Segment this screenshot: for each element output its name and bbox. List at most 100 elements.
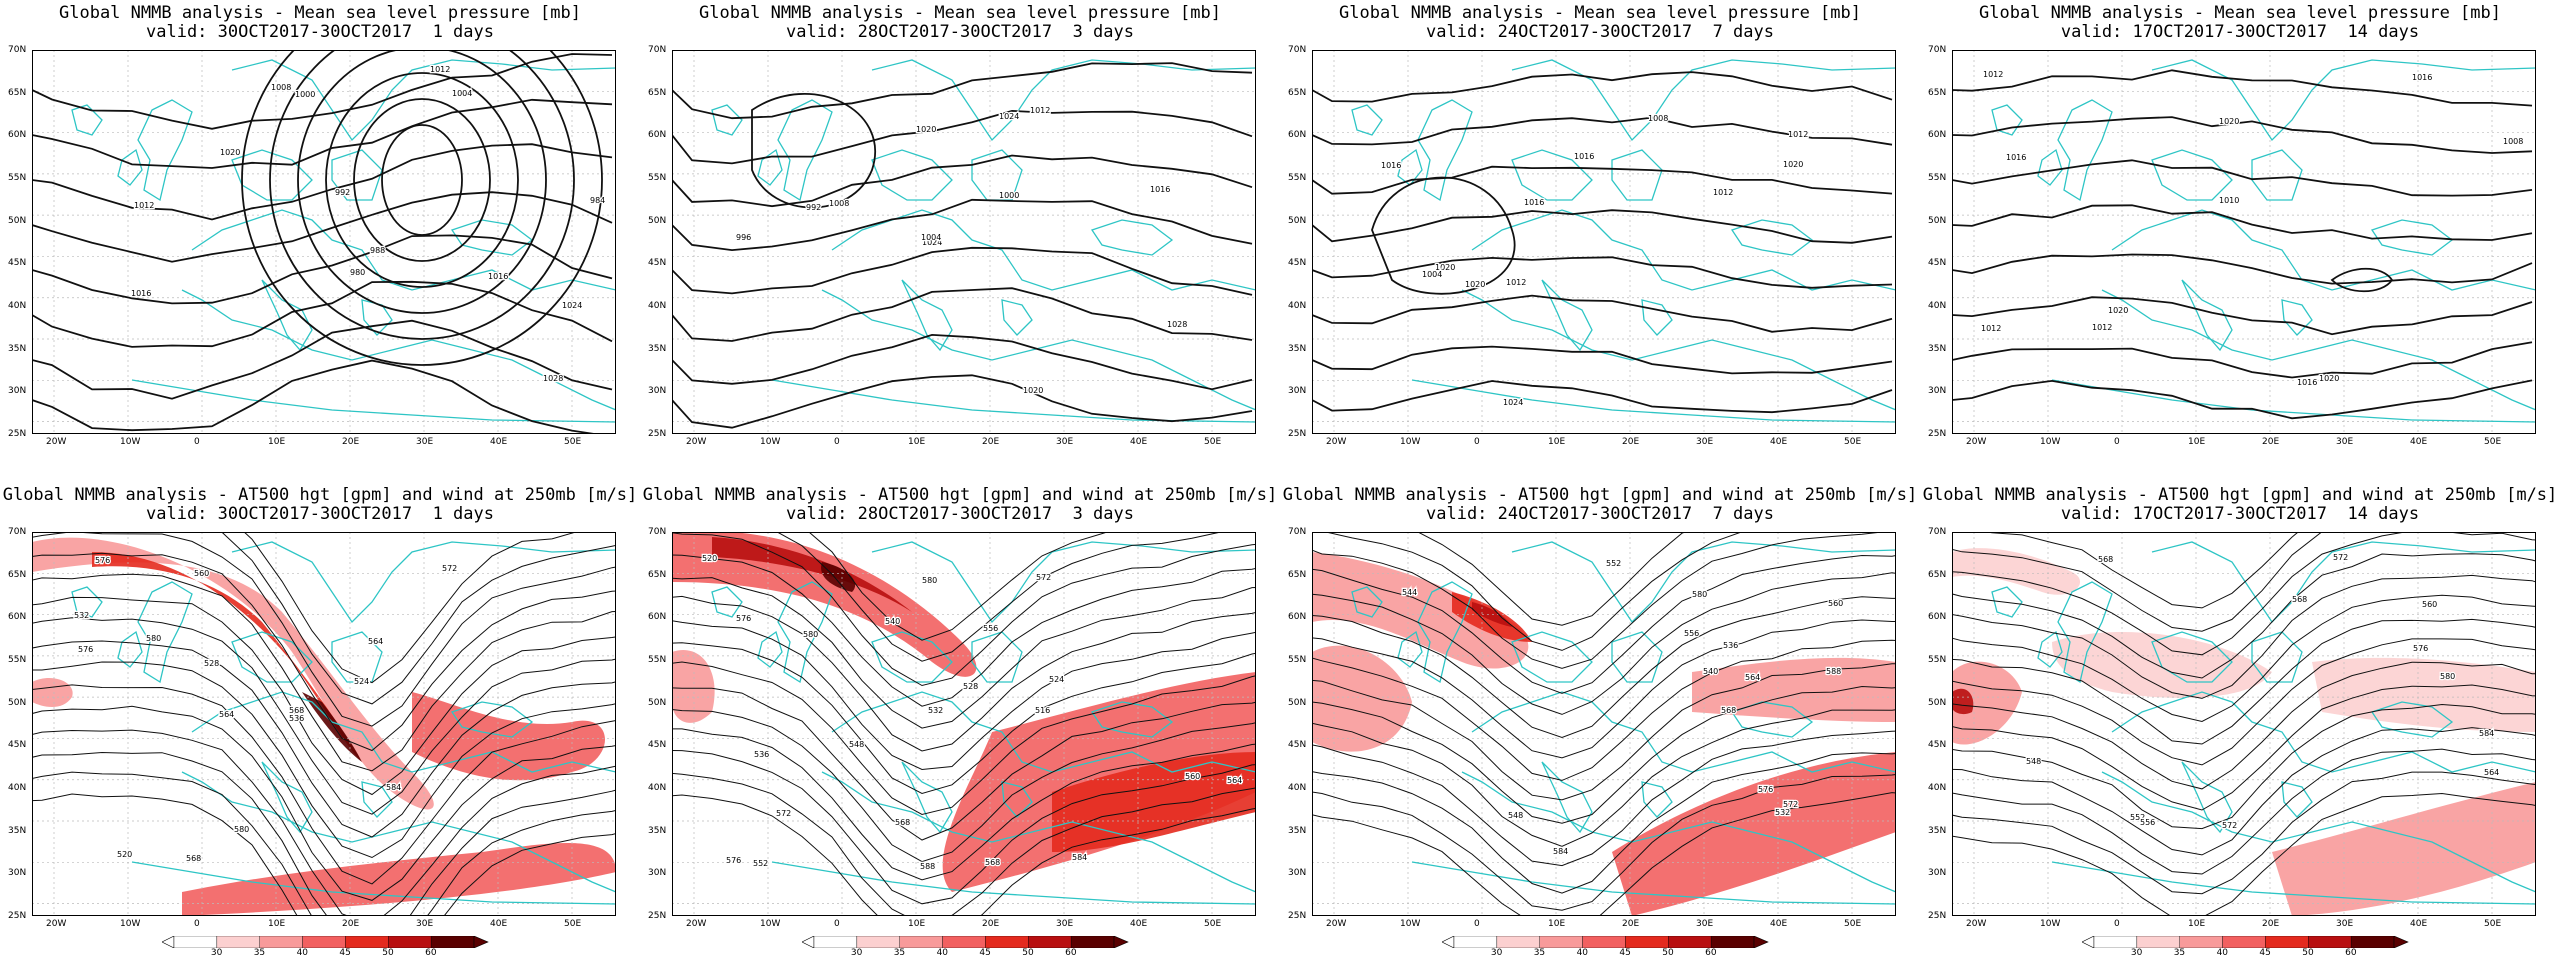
colorbar-tick: 60 — [1705, 948, 1717, 958]
contour-label: 524 — [354, 677, 369, 686]
contour-label: 1020 — [2108, 306, 2128, 315]
contour-label: 1024 — [999, 112, 1019, 121]
latitude-label: 25N — [8, 429, 27, 439]
coastline — [181, 771, 616, 893]
longitude-label: 0 — [1474, 437, 1480, 447]
latitude-label: 65N — [1928, 87, 1947, 98]
longitude-label: 50E — [1844, 919, 1862, 929]
longitude-label: 0 — [834, 919, 840, 929]
contour-label: 988 — [370, 246, 385, 255]
height-contour — [1323, 532, 1744, 651]
contour-label: 984 — [590, 196, 605, 205]
colorbar-tick: 45 — [1619, 948, 1631, 958]
height-contour — [1952, 771, 2536, 895]
panel-title: Global NMMB analysis - Mean sea level pr… — [699, 3, 1221, 23]
contour-label: 1012 — [1713, 188, 1733, 197]
latitude-label: 60N — [8, 130, 27, 141]
longitude-label: 50E — [1844, 437, 1862, 447]
coastline — [871, 149, 953, 201]
longitude-label: 10W — [1400, 919, 1421, 929]
longitude-label: 30E — [2336, 437, 2354, 447]
latitude-label: 65N — [648, 87, 667, 98]
latitude-label: 55N — [648, 655, 667, 665]
isobar — [1312, 345, 1893, 375]
contour-label: 560 — [1828, 599, 1843, 608]
colorbar-tick: 50 — [1662, 948, 1674, 958]
longitude-label: 20W — [1326, 437, 1347, 447]
height-contour — [672, 554, 1256, 707]
latitude-label: 40N — [648, 301, 667, 311]
longitude-label: 0 — [1474, 919, 1480, 929]
coastline — [137, 99, 193, 202]
contour-label: 588 — [920, 862, 935, 871]
latitude-label: 40N — [1288, 301, 1307, 311]
height-contour — [32, 705, 616, 901]
wind-speed-colorbar: 30 35 40 45 50 60 — [162, 936, 502, 960]
latitude-label: 50N — [1928, 697, 1947, 708]
height-contour — [1983, 532, 2299, 609]
latitude-label: 30N — [8, 386, 27, 397]
coastline — [1511, 541, 1896, 624]
longitude-label: 10E — [268, 919, 286, 929]
height-contour — [1952, 574, 2536, 699]
latitude-label: 60N — [1288, 130, 1307, 141]
longitude-label: 40E — [490, 437, 508, 447]
coastline — [1411, 379, 1896, 423]
contour-label: 556 — [983, 624, 998, 633]
contour-label: 1020 — [1783, 160, 1803, 169]
height-contour — [32, 729, 616, 916]
coastline — [361, 299, 393, 336]
isobar — [325, 72, 519, 288]
contour-label: 564 — [219, 710, 234, 719]
contour-label: 572 — [442, 564, 457, 573]
latitude-label: 25N — [1928, 911, 1947, 921]
coastline — [231, 149, 313, 201]
longitude-label: 10E — [2188, 919, 2206, 929]
contour-label: 1016 — [2297, 378, 2317, 387]
coastline — [871, 541, 1256, 624]
height-contour — [1312, 619, 1896, 759]
coastline — [771, 861, 1256, 905]
coastline — [2151, 541, 2536, 624]
longitude-label: 0 — [194, 919, 200, 929]
latitude-label: 40N — [1928, 301, 1947, 311]
longitude-label: 20W — [1326, 919, 1347, 929]
latitude-label: 70N — [1288, 45, 1307, 55]
isobar — [672, 246, 1253, 296]
coastline — [1541, 761, 1593, 834]
isobar — [32, 191, 613, 263]
latitude-label: 55N — [8, 173, 27, 183]
contour-label: 1008 — [271, 83, 291, 92]
contour-label: 552 — [2130, 813, 2145, 822]
coastline — [1397, 630, 1423, 668]
coastline — [2370, 701, 2454, 738]
isobar — [32, 143, 613, 221]
contour-label: 580 — [922, 576, 937, 585]
contour-label: 980 — [350, 268, 365, 277]
height-contour — [1312, 663, 1896, 801]
longitude-label: 50E — [1204, 437, 1222, 447]
contour-label: 1010 — [2219, 196, 2239, 205]
coastline — [450, 219, 534, 256]
longitude-label: 20W — [1966, 437, 1987, 447]
contour-label: 572 — [2333, 553, 2348, 562]
longitude-label: 40E — [1130, 437, 1148, 447]
latitude-label: 30N — [1928, 868, 1947, 879]
height-contour — [1312, 532, 1887, 669]
isobar — [32, 319, 613, 400]
isobar — [1312, 116, 1893, 146]
latitude-label: 50N — [1288, 215, 1307, 226]
jet-speed-shading — [2052, 632, 2272, 698]
isobar — [1371, 176, 1516, 295]
coastline — [711, 104, 743, 136]
latitude-label: 55N — [648, 173, 667, 183]
coastline — [1471, 691, 1896, 773]
coastline — [117, 630, 143, 668]
latitude-label: 40N — [1288, 783, 1307, 793]
coastline — [821, 771, 1256, 893]
jet-speed-shading — [2312, 657, 2536, 732]
mslp-panel: Global NMMB analysis - Mean sea level pr… — [0, 0, 640, 447]
coastline — [1511, 631, 1593, 683]
coastline — [2051, 379, 2536, 423]
latitude-label: 55N — [1928, 173, 1947, 183]
